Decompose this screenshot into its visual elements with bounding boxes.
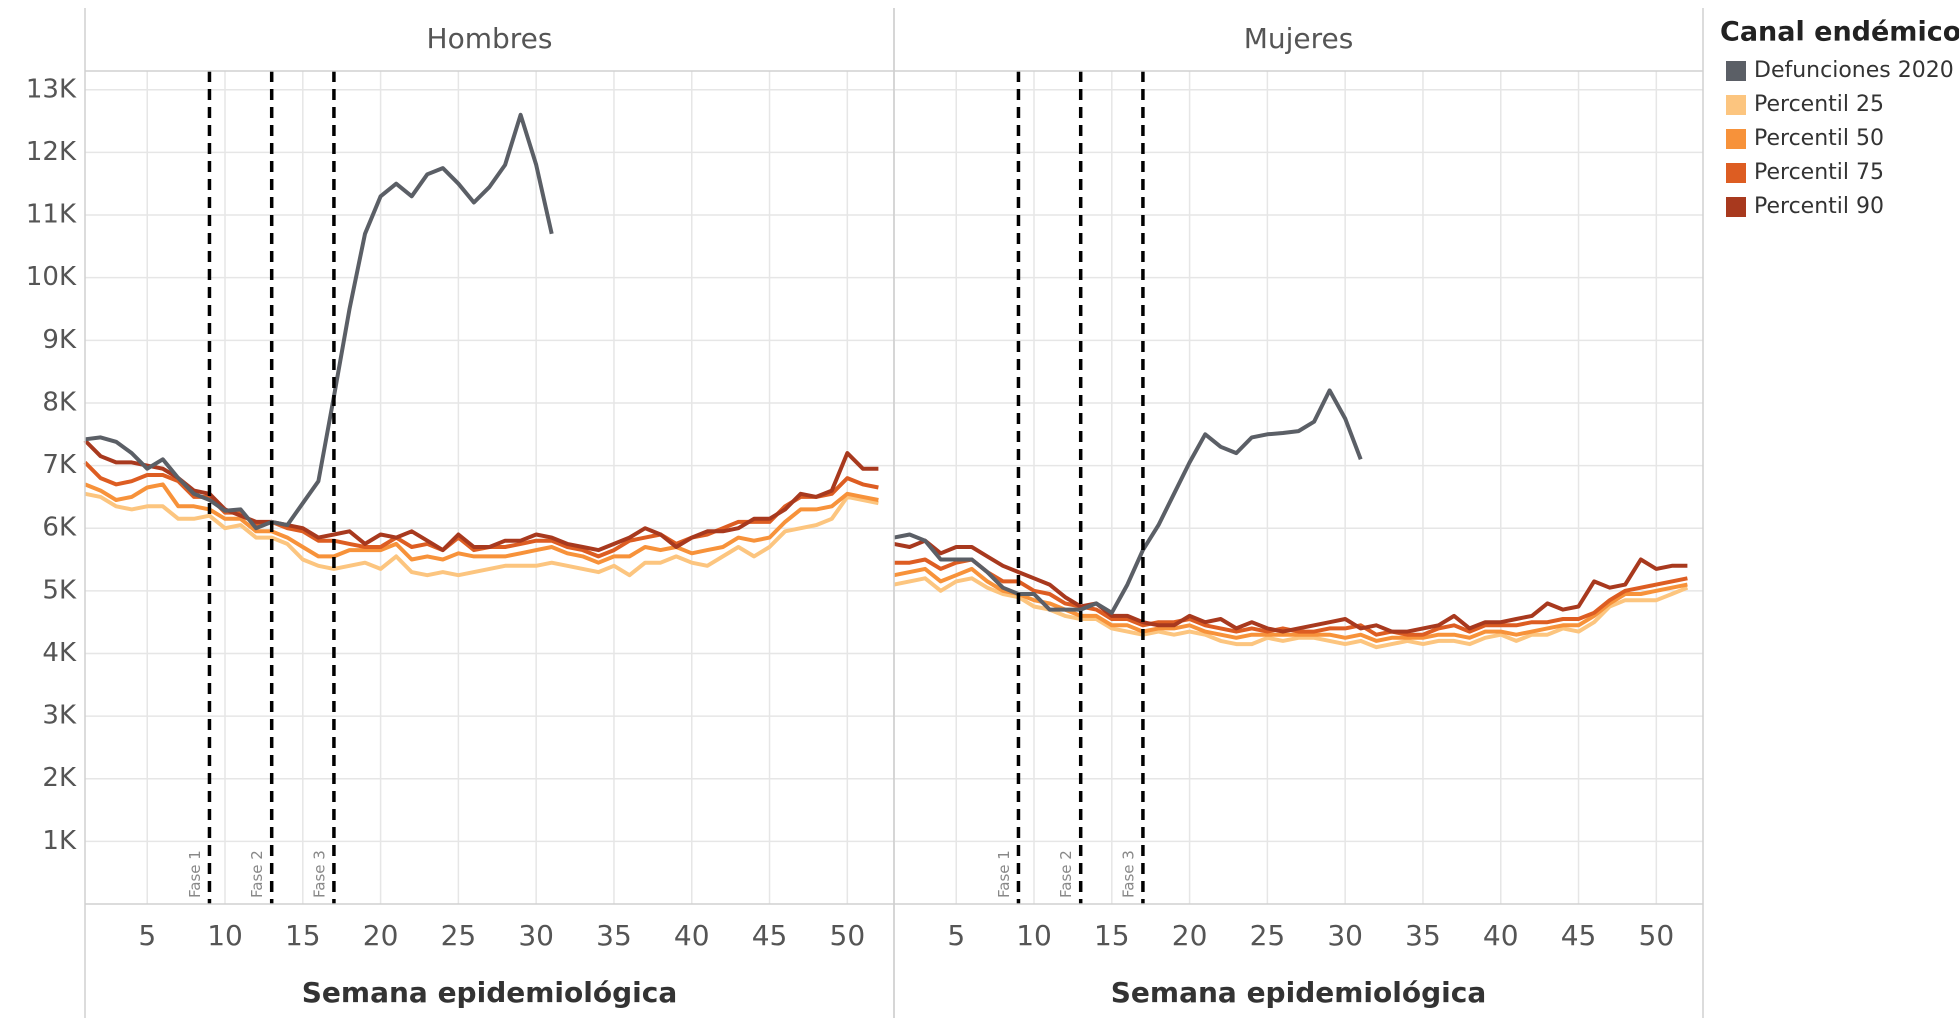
series-line — [893, 388, 1363, 615]
x-tick-label: 25 — [441, 919, 477, 952]
y-tick-label: 4K — [42, 638, 77, 668]
legend-label: Defunciones 2020 — [1754, 58, 1954, 83]
y-tick-label: 8K — [42, 387, 77, 417]
panel-title: Mujeres — [1244, 22, 1354, 55]
x-tick-label: 15 — [285, 919, 321, 952]
y-tick-label: 11K — [26, 200, 77, 230]
x-tick-label: 20 — [363, 919, 399, 952]
x-tick-label: 40 — [1483, 919, 1519, 952]
y-tick-label: 12K — [26, 137, 77, 167]
x-tick-label: 30 — [518, 919, 554, 952]
legend-label: Percentil 90 — [1754, 194, 1884, 219]
y-tick-label: 7K — [42, 450, 77, 480]
y-tick-label: 10K — [26, 262, 77, 292]
x-tick-label: 35 — [596, 919, 632, 952]
x-tick-label: 50 — [830, 919, 866, 952]
x-tick-label: 45 — [1561, 919, 1597, 952]
y-tick-label: 2K — [42, 763, 77, 793]
x-tick-label: 5 — [138, 919, 156, 952]
x-tick-label: 25 — [1250, 919, 1286, 952]
legend-label: Percentil 25 — [1754, 92, 1884, 117]
x-tick-label: 30 — [1327, 919, 1363, 952]
x-tick-label: 45 — [752, 919, 788, 952]
phase-label: Fase 3 — [1119, 850, 1137, 898]
legend-title: Canal endémico — [1720, 17, 1959, 48]
x-axis-title: Semana epidemiológica — [302, 976, 677, 1009]
series-line — [84, 491, 879, 578]
panel-title: Hombres — [427, 22, 553, 55]
legend-label: Percentil 75 — [1754, 160, 1884, 185]
phase-label: Fase 1 — [186, 850, 204, 898]
x-tick-label: 50 — [1639, 919, 1675, 952]
x-tick-label: 10 — [207, 919, 243, 952]
series-line — [83, 439, 879, 553]
y-tick-label: 3K — [42, 701, 77, 731]
x-tick-label: 40 — [674, 919, 710, 952]
series-line — [84, 482, 879, 565]
legend-swatch — [1726, 61, 1746, 81]
phase-label: Fase 3 — [310, 850, 328, 898]
phase-label: Fase 2 — [248, 850, 266, 898]
legend-swatch — [1726, 95, 1746, 115]
y-tick-label: 6K — [42, 513, 77, 543]
y-tick-label: 1K — [42, 826, 77, 856]
legend-swatch — [1726, 163, 1746, 183]
legend-label: Percentil 50 — [1754, 126, 1884, 151]
legend-swatch — [1726, 129, 1746, 149]
x-tick-label: 15 — [1094, 919, 1130, 952]
series-line — [893, 566, 1688, 643]
x-tick-label: 35 — [1405, 919, 1441, 952]
series-line — [893, 538, 1688, 634]
y-tick-label: 13K — [26, 74, 77, 104]
x-axis-title: Semana epidemiológica — [1111, 976, 1486, 1009]
phase-label: Fase 1 — [995, 850, 1013, 898]
x-tick-label: 5 — [947, 919, 965, 952]
series-line — [893, 576, 1689, 650]
legend-swatch — [1726, 197, 1746, 217]
phase-label: Fase 2 — [1057, 850, 1075, 898]
y-tick-label: 9K — [42, 325, 77, 355]
x-tick-label: 10 — [1016, 919, 1052, 952]
x-tick-label: 20 — [1172, 919, 1208, 952]
y-tick-label: 5K — [42, 575, 77, 605]
series-line — [84, 112, 554, 531]
